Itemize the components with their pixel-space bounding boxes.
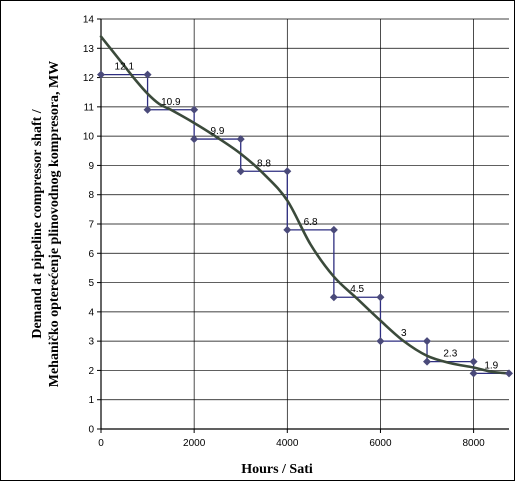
- step-marker: [329, 225, 338, 234]
- step-value-label: 3: [401, 328, 407, 339]
- curve-series: [99, 35, 511, 375]
- step-value-label: 9.9: [210, 126, 224, 137]
- step-marker: [236, 167, 245, 176]
- step-marker: [376, 337, 385, 346]
- y-tick-label: 2: [88, 366, 94, 377]
- step-marker: [283, 167, 292, 176]
- y-tick-label: 10: [83, 132, 95, 143]
- y-axis-title: Demand at pipeline compressor shaft / Me…: [30, 61, 62, 388]
- y-tick-label: 1: [88, 395, 94, 406]
- x-tick-label: 8000: [462, 438, 485, 449]
- step-marker: [190, 105, 199, 114]
- y-tick-label: 3: [88, 337, 94, 348]
- step-marker: [423, 337, 432, 346]
- step-marker: [329, 293, 338, 302]
- y-tick-label: 5: [88, 278, 94, 289]
- step-value-label: 1.9: [484, 360, 498, 371]
- x-tick-label: 6000: [369, 438, 392, 449]
- y-tick-label: 9: [88, 161, 94, 172]
- x-tick-label: 4000: [276, 438, 299, 449]
- y-tick-label: 7: [88, 220, 94, 231]
- y-tick-label: 4: [88, 307, 94, 318]
- step-marker: [283, 225, 292, 234]
- step-series: [101, 73, 509, 375]
- step-marker: [236, 135, 245, 144]
- step-line: [101, 73, 509, 375]
- step-marker: [143, 105, 152, 114]
- step-value-label: 12.1: [115, 62, 135, 73]
- step-marker: [97, 70, 105, 79]
- step-marker: [469, 369, 478, 378]
- x-axis-title: Hours / Sati: [241, 462, 313, 477]
- step-marker: [505, 369, 513, 378]
- step-value-label: 8.8: [257, 158, 271, 169]
- step-value-label: 10.9: [161, 97, 181, 108]
- y-tick-label: 6: [88, 249, 94, 260]
- axes: [97, 18, 509, 433]
- y-tick-label: 11: [84, 102, 95, 113]
- y-tick-label: 8: [88, 190, 94, 201]
- smooth-curve: [99, 35, 511, 375]
- x-tick-label: 0: [98, 438, 104, 449]
- y-tick-label: 14: [83, 15, 95, 26]
- x-tick-label: 2000: [183, 438, 206, 449]
- step-marker: [423, 357, 432, 366]
- step-marker: [190, 135, 199, 144]
- y-axis-title-line-1: Demand at pipeline compressor shaft /: [30, 108, 45, 338]
- step-value-label: 2.3: [443, 349, 457, 360]
- step-marker: [143, 70, 152, 79]
- y-tick-label: 13: [83, 44, 95, 55]
- step-markers: [97, 70, 513, 378]
- step-value-label: 4.5: [350, 284, 364, 295]
- y-axis-title-line-2: Mehaničko opterećenje plinovodnog kompre…: [47, 61, 62, 388]
- step-marker: [469, 357, 478, 366]
- grid-lines: [101, 18, 509, 429]
- y-tick-label: 0: [88, 425, 94, 436]
- data-labels: 12.1 10.9 9.9 8.8 6.8 4.5 3 2.3 1.9: [115, 62, 499, 372]
- step-value-label: 6.8: [304, 217, 318, 228]
- step-marker: [376, 293, 385, 302]
- y-tick-label: 12: [83, 73, 95, 84]
